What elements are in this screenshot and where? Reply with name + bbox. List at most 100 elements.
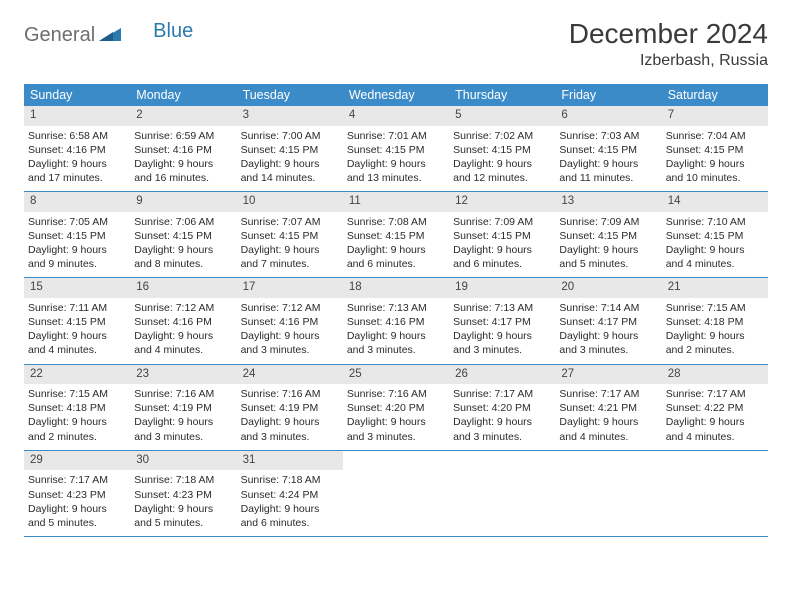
dl2-text: and 16 minutes.	[134, 171, 232, 185]
dl2-text: and 5 minutes.	[28, 516, 126, 530]
date-number: 29	[24, 451, 130, 471]
sunset-text: Sunset: 4:15 PM	[134, 229, 232, 243]
date-number: 23	[130, 365, 236, 385]
sunset-text: Sunset: 4:15 PM	[28, 315, 126, 329]
sunrise-text: Sunrise: 6:58 AM	[28, 129, 126, 143]
dl2-text: and 4 minutes.	[559, 430, 657, 444]
week-row: 1 Sunrise: 6:58 AM Sunset: 4:16 PM Daylight…	[24, 106, 768, 192]
day-cell: 12Sunrise: 7:09 AMSunset: 4:15 PMDayligh…	[449, 192, 555, 277]
sunrise-text: Sunrise: 7:02 AM	[453, 129, 551, 143]
date-number: 9	[130, 192, 236, 212]
sunrise-text: Sunrise: 7:15 AM	[666, 301, 764, 315]
dl1-text: Daylight: 9 hours	[134, 415, 232, 429]
date-number: 30	[130, 451, 236, 471]
sunset-text: Sunset: 4:17 PM	[559, 315, 657, 329]
sunset-text: Sunset: 4:15 PM	[241, 143, 339, 157]
sunrise-text: Sunrise: 7:13 AM	[453, 301, 551, 315]
sunset-text: Sunset: 4:16 PM	[134, 143, 232, 157]
logo: General Blue	[24, 24, 193, 47]
sunset-text: Sunset: 4:15 PM	[666, 229, 764, 243]
date-number: 7	[662, 106, 768, 126]
day-cell: 21Sunrise: 7:15 AMSunset: 4:18 PMDayligh…	[662, 278, 768, 363]
sunrise-text: Sunrise: 7:06 AM	[134, 215, 232, 229]
dl1-text: Daylight: 9 hours	[28, 415, 126, 429]
date-number: 15	[24, 278, 130, 298]
sunrise-text: Sunrise: 7:16 AM	[241, 387, 339, 401]
sunrise-text: Sunrise: 7:18 AM	[134, 473, 232, 487]
sunset-text: Sunset: 4:21 PM	[559, 401, 657, 415]
sunset-text: Sunset: 4:15 PM	[666, 143, 764, 157]
date-number: 1	[24, 106, 130, 126]
logo-text-blue: Blue	[153, 20, 193, 43]
sunrise-text: Sunrise: 7:07 AM	[241, 215, 339, 229]
logo-triangle-icon	[99, 25, 121, 46]
header: General Blue December 2024 Izberbash, Ru…	[24, 18, 768, 70]
dl2-text: and 2 minutes.	[28, 430, 126, 444]
sunrise-text: Sunrise: 7:17 AM	[28, 473, 126, 487]
date-number: 25	[343, 365, 449, 385]
sunrise-text: Sunrise: 7:05 AM	[28, 215, 126, 229]
sunrise-text: Sunrise: 7:09 AM	[453, 215, 551, 229]
sunset-text: Sunset: 4:22 PM	[666, 401, 764, 415]
sunset-text: Sunset: 4:15 PM	[453, 143, 551, 157]
sunset-text: Sunset: 4:15 PM	[241, 229, 339, 243]
day-cell: 11Sunrise: 7:08 AMSunset: 4:15 PMDayligh…	[343, 192, 449, 277]
date-number: 3	[237, 106, 343, 126]
week-row: 22Sunrise: 7:15 AMSunset: 4:18 PMDayligh…	[24, 365, 768, 451]
sunrise-text: Sunrise: 7:09 AM	[559, 215, 657, 229]
week-row: 15Sunrise: 7:11 AMSunset: 4:15 PMDayligh…	[24, 278, 768, 364]
dl2-text: and 4 minutes.	[666, 430, 764, 444]
day-cell: 7Sunrise: 7:04 AMSunset: 4:15 PMDaylight…	[662, 106, 768, 191]
sunset-text: Sunset: 4:15 PM	[347, 229, 445, 243]
day-cell: 4Sunrise: 7:01 AMSunset: 4:15 PMDaylight…	[343, 106, 449, 191]
sunrise-text: Sunrise: 7:16 AM	[134, 387, 232, 401]
dl1-text: Daylight: 9 hours	[666, 243, 764, 257]
day-cell: 28 Sunrise: 7:17 AMSunset: 4:22 PMDayligh…	[662, 365, 768, 450]
day-cell: 22Sunrise: 7:15 AMSunset: 4:18 PMDayligh…	[24, 365, 130, 450]
sunrise-text: Sunrise: 7:03 AM	[559, 129, 657, 143]
dl1-text: Daylight: 9 hours	[666, 329, 764, 343]
date-number: 14	[662, 192, 768, 212]
day-cell: 2Sunrise: 6:59 AMSunset: 4:16 PMDaylight…	[130, 106, 236, 191]
day-header: Tuesday	[237, 84, 343, 106]
dl1-text: Daylight: 9 hours	[347, 243, 445, 257]
dl2-text: and 9 minutes.	[28, 257, 126, 271]
dl2-text: and 11 minutes.	[559, 171, 657, 185]
dl1-text: Daylight: 9 hours	[559, 329, 657, 343]
sunrise-text: Sunrise: 6:59 AM	[134, 129, 232, 143]
sunrise-text: Sunrise: 7:17 AM	[559, 387, 657, 401]
sunrise-text: Sunrise: 7:17 AM	[666, 387, 764, 401]
sunset-text: Sunset: 4:16 PM	[241, 315, 339, 329]
date-number: 20	[555, 278, 661, 298]
dl1-text: Daylight: 9 hours	[134, 243, 232, 257]
sunrise-text: Sunrise: 7:00 AM	[241, 129, 339, 143]
dl1-text: Daylight: 9 hours	[347, 157, 445, 171]
day-cell: 30Sunrise: 7:18 AMSunset: 4:23 PMDayligh…	[130, 451, 236, 536]
sunset-text: Sunset: 4:23 PM	[134, 488, 232, 502]
page-title: December 2024	[569, 18, 768, 50]
dl2-text: and 10 minutes.	[666, 171, 764, 185]
sunrise-text: Sunrise: 7:16 AM	[347, 387, 445, 401]
day-cell: 3Sunrise: 7:00 AMSunset: 4:15 PMDaylight…	[237, 106, 343, 191]
date-number: 28	[662, 365, 768, 385]
day-cell: 5Sunrise: 7:02 AMSunset: 4:15 PMDaylight…	[449, 106, 555, 191]
day-cell-empty	[449, 451, 555, 536]
dl2-text: and 3 minutes.	[241, 430, 339, 444]
sunrise-text: Sunrise: 7:01 AM	[347, 129, 445, 143]
day-header: Sunday	[24, 84, 130, 106]
day-cell: 19Sunrise: 7:13 AMSunset: 4:17 PMDayligh…	[449, 278, 555, 363]
dl1-text: Daylight: 9 hours	[28, 502, 126, 516]
sunset-text: Sunset: 4:15 PM	[559, 229, 657, 243]
dl1-text: Daylight: 9 hours	[28, 157, 126, 171]
day-cell: 10Sunrise: 7:07 AMSunset: 4:15 PMDayligh…	[237, 192, 343, 277]
dl1-text: Daylight: 9 hours	[453, 329, 551, 343]
title-block: December 2024 Izberbash, Russia	[569, 18, 768, 70]
dl1-text: Daylight: 9 hours	[453, 243, 551, 257]
sunset-text: Sunset: 4:19 PM	[134, 401, 232, 415]
date-number: 2	[130, 106, 236, 126]
sunset-text: Sunset: 4:15 PM	[347, 143, 445, 157]
dl1-text: Daylight: 9 hours	[666, 415, 764, 429]
day-cell: 8Sunrise: 7:05 AMSunset: 4:15 PMDaylight…	[24, 192, 130, 277]
dl2-text: and 7 minutes.	[241, 257, 339, 271]
date-number: 17	[237, 278, 343, 298]
